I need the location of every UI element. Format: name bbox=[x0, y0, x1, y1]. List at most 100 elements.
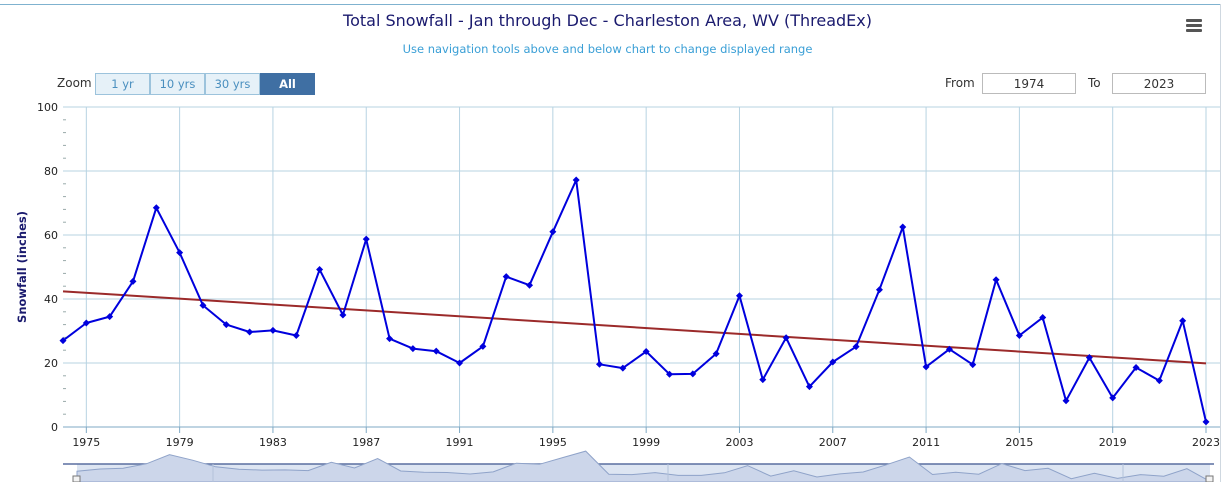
data-point-2009 bbox=[875, 286, 883, 294]
trend-series bbox=[62, 290, 1207, 365]
y-minor-ticks bbox=[63, 119, 66, 415]
top-border-rule bbox=[0, 4, 1220, 5]
data-point-2002 bbox=[712, 350, 720, 358]
zoom-label: Zoom bbox=[57, 76, 92, 90]
data-point-2022 bbox=[1179, 317, 1187, 325]
x-tick-label-1983: 1983 bbox=[259, 436, 287, 449]
x-tick-label-2003: 2003 bbox=[725, 436, 753, 449]
data-point-2017 bbox=[1062, 397, 1070, 405]
x-tick-label-1987: 1987 bbox=[352, 436, 380, 449]
navigator[interactable] bbox=[63, 450, 1214, 482]
data-point-1993 bbox=[502, 273, 510, 281]
x-tick-labels: 1975 1979 1983 1987 1991 1995 1999 2003 2007 2011… bbox=[72, 436, 1220, 449]
x-tick-label-1999: 1999 bbox=[632, 436, 660, 449]
data-point-2020 bbox=[1132, 363, 1140, 371]
data-point-2003 bbox=[735, 292, 743, 300]
y-gridlines bbox=[63, 106, 1220, 428]
x-tick-label-2011: 2011 bbox=[912, 436, 940, 449]
data-point-1982 bbox=[246, 328, 254, 336]
y-axis-label: Snowfall (inches) bbox=[15, 211, 29, 323]
zoom-30yrs-button[interactable]: 30 yrs bbox=[205, 73, 260, 95]
zoom-all-button[interactable]: All bbox=[260, 73, 315, 95]
data-point-1997 bbox=[596, 360, 604, 368]
data-point-2016 bbox=[1039, 314, 1047, 322]
from-label: From bbox=[945, 76, 975, 90]
data-point-2004 bbox=[759, 376, 767, 384]
data-point-2021 bbox=[1155, 377, 1163, 385]
data-point-2011 bbox=[922, 363, 930, 371]
data-point-2015 bbox=[1015, 331, 1023, 339]
data-point-1994 bbox=[526, 281, 534, 289]
x-tick-label-2015: 2015 bbox=[1005, 436, 1033, 449]
data-point-2006 bbox=[805, 383, 813, 391]
data-point-1975 bbox=[82, 319, 90, 327]
zoom-button-group: 1 yr 10 yrs 30 yrs All bbox=[95, 73, 315, 95]
data-point-2001 bbox=[689, 370, 697, 378]
x-tick-label-2019: 2019 bbox=[1099, 436, 1127, 449]
navigator-right-handle[interactable] bbox=[1205, 475, 1214, 482]
data-point-1989 bbox=[409, 345, 417, 353]
zoom-1yr-button[interactable]: 1 yr bbox=[95, 73, 150, 95]
x-tick-label-1991: 1991 bbox=[446, 436, 474, 449]
y-tick-label-40: 40 bbox=[44, 293, 58, 306]
y-tick-label-20: 20 bbox=[44, 357, 58, 370]
to-date-input[interactable] bbox=[1112, 73, 1206, 94]
data-point-1979 bbox=[176, 249, 184, 257]
x-gridlines bbox=[85, 107, 1207, 427]
data-point-1980 bbox=[199, 301, 207, 309]
hamburger-menu-icon[interactable] bbox=[1184, 18, 1204, 34]
navigator-left-handle[interactable] bbox=[72, 475, 81, 482]
data-point-2012 bbox=[945, 345, 953, 353]
right-border-rule bbox=[1220, 4, 1221, 482]
data-point-2000 bbox=[665, 370, 673, 378]
y-tick-labels: 0 20 40 60 80 100 bbox=[37, 101, 58, 434]
data-point-2010 bbox=[899, 223, 907, 231]
data-point-1992 bbox=[479, 342, 487, 350]
data-point-1987 bbox=[362, 235, 370, 243]
data-point-1978 bbox=[152, 204, 160, 212]
to-label: To bbox=[1088, 76, 1101, 90]
snowfall-series bbox=[59, 176, 1210, 426]
x-tick-label-2023: 2023 bbox=[1192, 436, 1220, 449]
x-tick-label-1979: 1979 bbox=[166, 436, 194, 449]
from-date-input[interactable] bbox=[982, 73, 1076, 94]
chart-subtitle: Use navigation tools above and below cha… bbox=[402, 42, 813, 56]
data-point-1985 bbox=[316, 266, 324, 274]
data-point-2023 bbox=[1202, 418, 1210, 426]
data-point-2014 bbox=[992, 276, 1000, 284]
data-point-2008 bbox=[852, 343, 860, 351]
data-point-2007 bbox=[829, 358, 837, 366]
data-point-1996 bbox=[572, 176, 580, 184]
data-point-1999 bbox=[642, 347, 650, 355]
y-tick-label-100: 100 bbox=[37, 101, 58, 114]
y-tick-label-60: 60 bbox=[44, 229, 58, 242]
trend-line bbox=[62, 290, 1207, 365]
zoom-10yrs-button[interactable]: 10 yrs bbox=[150, 73, 205, 95]
series-line bbox=[62, 179, 1207, 423]
y-tick-label-80: 80 bbox=[44, 165, 58, 178]
data-point-1995 bbox=[549, 228, 557, 236]
data-point-2018 bbox=[1085, 354, 1093, 362]
data-point-1984 bbox=[292, 331, 300, 339]
y-tick-label-0: 0 bbox=[51, 421, 58, 434]
data-point-1998 bbox=[619, 364, 627, 372]
x-tick-label-2007: 2007 bbox=[819, 436, 847, 449]
x-tick-marks bbox=[85, 427, 1207, 433]
data-point-2005 bbox=[782, 334, 790, 342]
data-point-1974 bbox=[59, 337, 67, 345]
data-point-2013 bbox=[969, 361, 977, 369]
data-point-1981 bbox=[222, 321, 230, 329]
data-point-1977 bbox=[129, 277, 137, 285]
chart-title: Total Snowfall - Jan through Dec - Charl… bbox=[343, 11, 872, 30]
data-point-2019 bbox=[1109, 394, 1117, 402]
data-point-1990 bbox=[432, 347, 440, 355]
navigator-area bbox=[76, 450, 1211, 482]
x-tick-label-1975: 1975 bbox=[72, 436, 100, 449]
x-tick-label-1995: 1995 bbox=[539, 436, 567, 449]
data-point-1991 bbox=[456, 359, 464, 367]
data-point-1988 bbox=[386, 335, 394, 343]
data-point-1976 bbox=[106, 313, 114, 321]
data-point-1983 bbox=[269, 326, 277, 334]
data-point-1986 bbox=[339, 311, 347, 319]
